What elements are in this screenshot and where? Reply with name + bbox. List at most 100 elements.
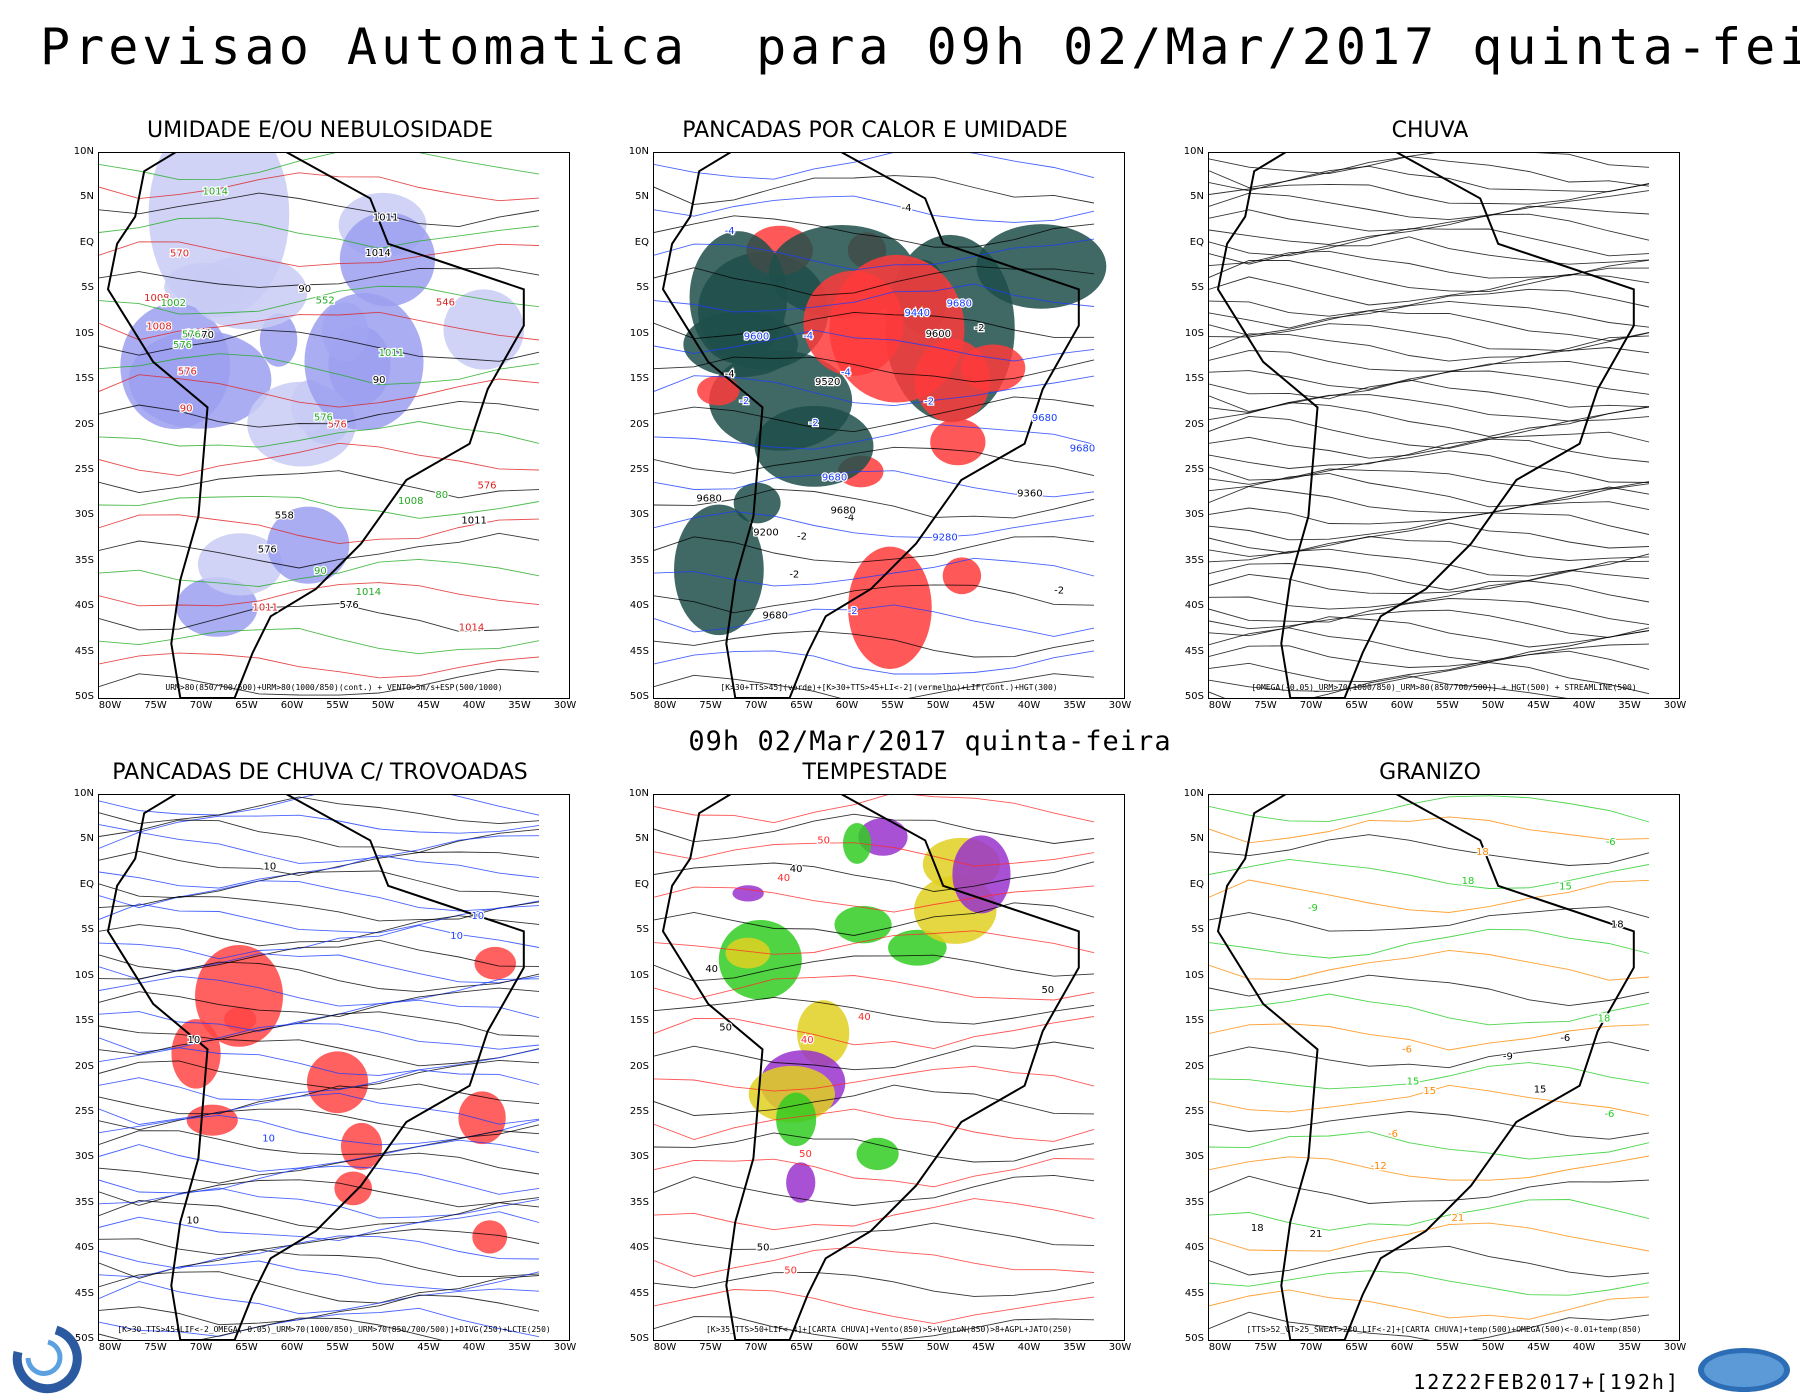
contour-line	[99, 1092, 540, 1125]
longitude-label: 65W	[1345, 700, 1368, 711]
contour-line	[99, 975, 540, 1007]
contour-line	[99, 329, 540, 362]
latitude-label: 10N	[628, 146, 649, 157]
contour-line	[1209, 300, 1650, 329]
latitude-label: 30S	[74, 1151, 94, 1163]
contour-label: 576	[178, 367, 197, 378]
contour-line	[654, 1132, 1095, 1163]
contour-line	[99, 285, 540, 315]
contour-line	[99, 267, 540, 288]
longitude-label: 40W	[462, 1342, 486, 1353]
contour-line	[1209, 472, 1650, 508]
longitude-label: 70W	[189, 1342, 213, 1353]
contour-line	[1209, 273, 1650, 306]
longitude-label: 60W	[280, 1342, 304, 1353]
latitude-label: 50S	[629, 1333, 649, 1344]
contour-label: -9	[1308, 903, 1318, 914]
latitude-label: 25S	[1184, 463, 1204, 475]
latitude-label: 10S	[1184, 969, 1204, 981]
contour-label: 576	[182, 329, 201, 340]
contour-line	[1209, 250, 1650, 279]
contour-label: 576	[314, 412, 333, 423]
coastline	[106, 795, 525, 1340]
contour-line	[654, 1108, 1095, 1142]
latitude-label: 10S	[629, 969, 649, 981]
contour-label: 9680	[947, 299, 972, 310]
contour-line	[1209, 260, 1650, 293]
contour-line	[1209, 1041, 1650, 1069]
contour-line	[99, 582, 540, 607]
longitude-label: 35W	[508, 1342, 531, 1353]
contour-line	[1209, 205, 1650, 232]
longitude-label: 30W	[1663, 1342, 1687, 1353]
contour-label: 10	[471, 911, 484, 922]
longitude-label: 75W	[1254, 700, 1277, 711]
contour-line	[654, 954, 1095, 982]
contour-label: 90	[180, 403, 193, 414]
field-patch	[942, 557, 982, 595]
contour-label: 1008	[398, 496, 423, 507]
longitude-label: 70W	[1299, 700, 1323, 711]
contour-line	[1209, 228, 1650, 257]
latitude-label: 40S	[74, 600, 94, 612]
contour-label: 576	[328, 419, 347, 430]
map-canvas: 1014 1014 1011 1014 1008 1011 1011 1011 1014 1008…	[99, 153, 540, 698]
contour-line	[99, 1130, 540, 1155]
longitude-label: 75W	[699, 700, 722, 711]
longitude-label: 70W	[744, 700, 768, 711]
panel-legend: [TTS>52_VT>25_SWEAT>220_LIF<-2]+[CARTA C…	[1246, 1325, 1642, 1334]
contour-line	[99, 903, 540, 934]
contour-label: 15	[1534, 1085, 1547, 1096]
panel-title: PANCADAS DE CHUVA C/ TROVOADAS	[112, 760, 528, 785]
contour-line	[99, 311, 540, 341]
longitude-label: 50W	[1481, 1342, 1505, 1353]
latitude-label: 20S	[629, 418, 649, 430]
contour-line	[1209, 360, 1650, 390]
longitude-label: 70W	[189, 700, 213, 711]
longitude-label: 55W	[326, 700, 349, 711]
contour-label: 10	[186, 1215, 199, 1226]
contour-line	[1209, 548, 1650, 577]
contour-label: 576	[173, 340, 192, 351]
contour-label: -12	[1370, 1161, 1386, 1172]
field-patch	[190, 255, 308, 330]
contour-line	[654, 1084, 1095, 1116]
contour-line	[99, 172, 540, 202]
contour-line	[99, 1165, 540, 1195]
coastline	[661, 153, 1080, 698]
longitude-label: 55W	[1436, 700, 1459, 711]
latitude-label: 5S	[81, 924, 94, 936]
contour-line	[99, 880, 540, 912]
field-patch	[754, 405, 874, 487]
contour-label: -2	[848, 606, 858, 617]
longitude-label: 65W	[235, 1342, 258, 1353]
contour-label: 15	[1559, 882, 1572, 893]
longitude-label: 30W	[553, 1342, 577, 1353]
field-patch	[195, 945, 284, 1047]
latitude-label: 50S	[629, 691, 649, 702]
longitude-label: 75W	[144, 1342, 167, 1353]
contour-line	[99, 870, 540, 899]
contour-label: 1014	[459, 623, 484, 634]
panel-legend: URM>80(850/700/500)+URM>80(1000/850)(con…	[165, 683, 503, 692]
contour-line	[654, 1222, 1095, 1250]
field-patch	[797, 1000, 850, 1067]
longitude-label: 80W	[653, 700, 677, 711]
contour-label: 40	[858, 1012, 871, 1023]
contour-line	[654, 930, 1095, 955]
field-patch	[888, 929, 947, 966]
contour-line	[1209, 580, 1650, 610]
contour-line	[99, 421, 540, 448]
longitude-label: 65W	[790, 700, 813, 711]
contour-label: 9600	[926, 329, 951, 340]
latitude-label: 5S	[1191, 924, 1204, 936]
contour-line	[1209, 323, 1650, 352]
latitude-label: 15S	[74, 373, 94, 385]
longitude-label: 50W	[371, 700, 395, 711]
contour-line	[1209, 795, 1650, 823]
contour-label: -4	[841, 367, 851, 378]
coastline	[1216, 153, 1635, 698]
contour-line	[1209, 183, 1650, 205]
latitude-label: EQ	[1189, 236, 1204, 248]
latitude-label: 20S	[1184, 1060, 1204, 1072]
